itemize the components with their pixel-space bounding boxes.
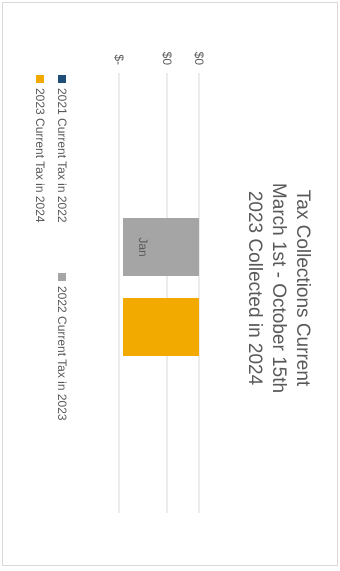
chart-title: Tax Collections Current March 1st - Octo… bbox=[244, 183, 313, 393]
bar bbox=[123, 218, 199, 276]
bar-chart: Tax Collections Current March 1st - Octo… bbox=[33, 52, 313, 513]
chart-canvas: Tax Collections Current March 1st - Octo… bbox=[3, 3, 339, 567]
value-tick-label: $- bbox=[112, 54, 126, 65]
bar bbox=[123, 298, 199, 356]
legend: 2021 Current Tax in 2022 2022 Current Tax… bbox=[33, 75, 69, 421]
chart-title-line-2: March 1st - October 15th bbox=[268, 183, 289, 393]
value-axis-ticks: $0 $0 $- bbox=[112, 52, 206, 66]
category-label: Jan bbox=[136, 237, 150, 256]
category-labels: Jan bbox=[136, 237, 150, 256]
value-tick-label: $0 bbox=[192, 52, 206, 66]
chart-title-line-1: Tax Collections Current bbox=[292, 190, 313, 387]
chart-title-line-3: 2023 Collected in 2024 bbox=[244, 191, 265, 386]
legend-swatch bbox=[36, 75, 44, 83]
legend-label: 2023 Current Tax in 2024 bbox=[33, 88, 47, 223]
gridlines bbox=[118, 73, 200, 513]
chart-frame: Tax Collections Current March 1st - Octo… bbox=[2, 2, 338, 566]
legend-swatch bbox=[58, 273, 66, 281]
bars bbox=[123, 218, 199, 356]
legend-label: 2022 Current Tax in 2023 bbox=[55, 286, 69, 421]
value-tick-label: $0 bbox=[160, 52, 174, 66]
legend-label: 2021 Current Tax in 2022 bbox=[55, 88, 69, 223]
legend-swatch bbox=[58, 75, 66, 83]
